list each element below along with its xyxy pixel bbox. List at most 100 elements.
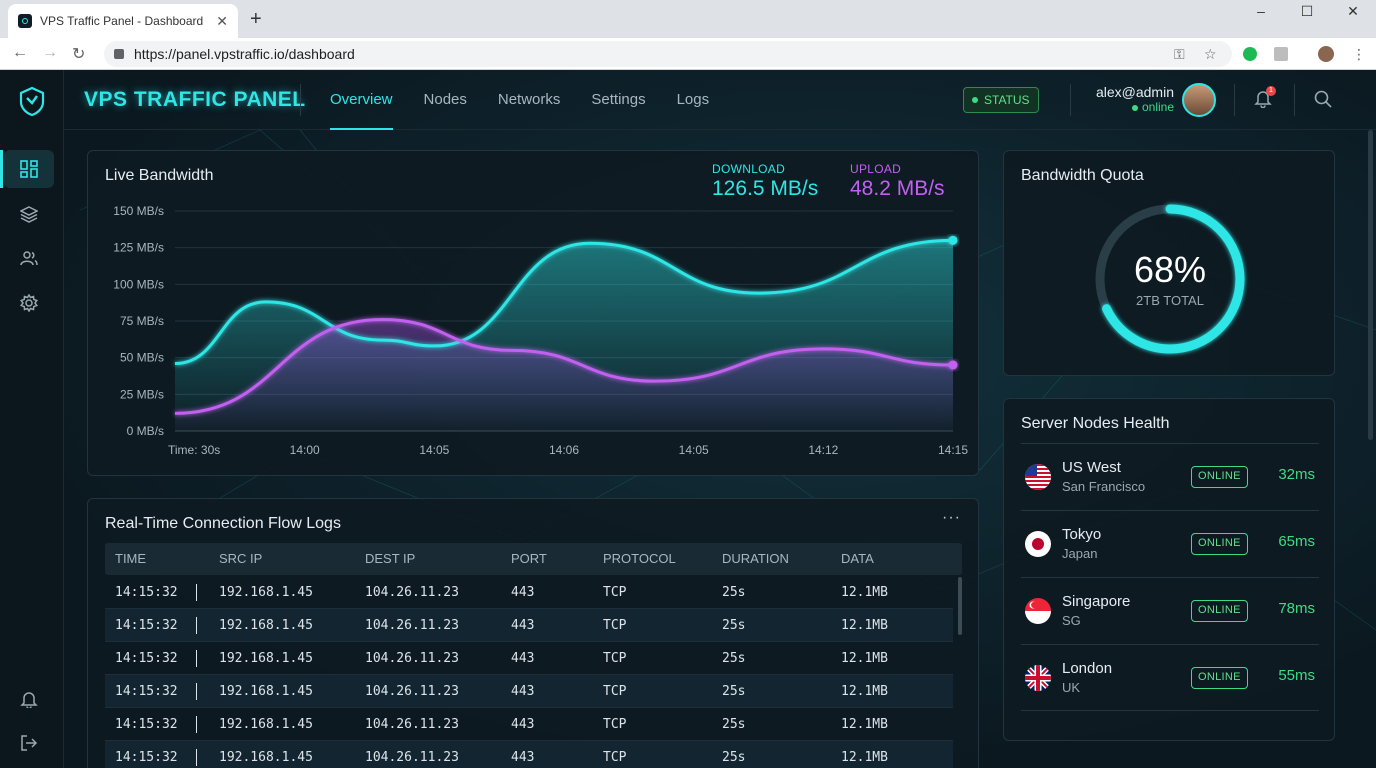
reload-icon[interactable]: ↻ [72, 46, 86, 63]
more-options-icon[interactable]: ··· [942, 509, 961, 526]
browser-tab[interactable]: VPS Traffic Panel - Dashboard ✕ [8, 4, 238, 38]
node-latency: 65ms [1278, 533, 1315, 550]
sidebar-item-logout[interactable] [4, 724, 54, 762]
y-tick-label: 25 MB/s [120, 387, 164, 401]
col-time[interactable]: TIME [115, 551, 147, 566]
upload-series-line [174, 318, 954, 415]
window-close-icon[interactable]: ✕ [1347, 3, 1359, 19]
cell-src-ip: 192.168.1.45 [219, 717, 313, 732]
nav-networks[interactable]: Networks [497, 91, 561, 108]
dashboard-grid-icon [20, 160, 38, 178]
x-tick-label: 14:00 [290, 443, 320, 457]
col-data[interactable]: DATA [841, 551, 874, 566]
browser-menu-icon[interactable]: ⋮ [1352, 46, 1366, 62]
node-item[interactable]: US West San Francisco ONLINE 32ms [1021, 443, 1319, 510]
nav-nodes[interactable]: Nodes [423, 91, 467, 108]
node-item[interactable]: London UK ONLINE 55ms [1021, 644, 1319, 711]
server-nodes-card: Server Nodes Health US West San Francisc… [1003, 398, 1335, 741]
y-tick-label: 100 MB/s [113, 277, 164, 291]
status-button[interactable]: STATUS [963, 87, 1039, 113]
cell-time: 14:15:32 [115, 618, 178, 633]
logs-scrollbar[interactable] [958, 577, 962, 635]
notification-bell-icon[interactable] [1254, 88, 1272, 108]
sidebar-item-settings[interactable] [4, 284, 54, 322]
table-row[interactable]: 14:15:32 192.168.1.45 104.26.11.23 443 TCP 25… [105, 741, 953, 768]
node-item[interactable]: Tokyo Japan ONLINE 65ms [1021, 510, 1319, 577]
cell-duration: 25s [722, 651, 746, 666]
col-src-ip[interactable]: SRC IP [219, 551, 263, 566]
status-badge: ONLINE [1191, 600, 1248, 622]
node-location: San Francisco [1062, 479, 1146, 494]
cell-protocol: TCP [603, 684, 627, 699]
sidebar-item-dashboard[interactable] [0, 150, 54, 188]
key-icon[interactable]: ⚿ [1174, 46, 1185, 62]
row-divider [196, 584, 197, 601]
y-tick-label: 150 MB/s [113, 204, 164, 218]
status-badge: ONLINE [1191, 466, 1248, 488]
logo-shield-icon[interactable] [18, 86, 46, 116]
live-bandwidth-card: Live Bandwidth DOWNLOAD 126.5 MB/s UPLOA… [87, 150, 979, 476]
nav-logs[interactable]: Logs [676, 91, 710, 108]
minimize-icon[interactable]: – [1257, 3, 1265, 19]
bookmark-star-icon[interactable]: ☆ [1204, 46, 1217, 62]
cell-time: 14:15:32 [115, 651, 178, 666]
cell-dest-ip: 104.26.11.23 [365, 651, 459, 666]
table-row[interactable]: 14:15:32 192.168.1.45 104.26.11.23 443 TCP 25… [105, 708, 953, 741]
cell-time: 14:15:32 [115, 717, 178, 732]
cell-port: 443 [511, 618, 535, 633]
sidebar-item-notifications[interactable] [4, 680, 54, 718]
upload-label: UPLOAD [850, 162, 902, 176]
node-latency: 55ms [1278, 667, 1315, 684]
cell-duration: 25s [722, 717, 746, 732]
col-port[interactable]: PORT [511, 551, 547, 566]
cell-src-ip: 192.168.1.45 [219, 684, 313, 699]
users-icon [20, 251, 38, 266]
divider [1070, 84, 1071, 116]
row-divider [196, 650, 197, 667]
url-field[interactable]: https://panel.vpstraffic.io/dashboard [104, 41, 1232, 67]
x-tick-label: 14:06 [549, 443, 579, 457]
sidebar [0, 70, 64, 768]
table-row[interactable]: 14:15:32 192.168.1.45 104.26.11.23 443 TCP 25… [105, 642, 953, 675]
cell-port: 443 [511, 651, 535, 666]
new-tab-icon[interactable]: + [250, 8, 262, 30]
tab-close-icon[interactable]: ✕ [216, 12, 228, 29]
upload-endpoint[interactable] [948, 360, 958, 370]
search-icon[interactable] [1314, 90, 1332, 108]
download-endpoint[interactable] [948, 235, 958, 245]
sidebar-item-users[interactable] [4, 239, 54, 277]
col-protocol[interactable]: PROTOCOL [603, 551, 676, 566]
page-scrollbar[interactable] [1368, 130, 1373, 440]
x-tick-label: Time: 30s [168, 443, 220, 457]
quota-title: Bandwidth Quota [1021, 167, 1144, 184]
online-dot-icon [1131, 105, 1138, 111]
back-icon[interactable]: ← [12, 44, 28, 61]
forward-icon[interactable]: → [42, 44, 58, 61]
table-row[interactable]: 14:15:32 192.168.1.45 104.26.11.23 443 TCP 25… [105, 576, 953, 609]
table-row[interactable]: 14:15:32 192.168.1.45 104.26.11.23 443 TCP 25… [105, 675, 953, 708]
nav-overview[interactable]: Overview [330, 70, 393, 130]
nav-settings[interactable]: Settings [591, 91, 646, 108]
row-divider [196, 617, 197, 634]
top-bar: VPS TRAFFIC PANEL Overview Nodes Network… [64, 70, 1376, 130]
col-duration[interactable]: DURATION [722, 551, 789, 566]
node-item[interactable]: Singapore SG ONLINE 78ms [1021, 577, 1319, 644]
user-info[interactable]: alex@admin online [1094, 84, 1174, 114]
cell-dest-ip: 104.26.11.23 [365, 618, 459, 633]
table-row[interactable]: 14:15:32 192.168.1.45 104.26.11.23 443 TCP 25… [105, 609, 953, 642]
cell-data: 12.1MB [841, 651, 888, 666]
node-name: Singapore [1062, 593, 1131, 610]
profile-avatar-icon[interactable] [1318, 46, 1334, 62]
node-location: SG [1062, 613, 1081, 628]
maximize-icon[interactable]: ☐ [1300, 3, 1314, 19]
download-series-line [174, 238, 954, 366]
avatar[interactable] [1182, 83, 1216, 117]
col-dest-ip[interactable]: DEST IP [365, 551, 416, 566]
sidebar-item-layers[interactable] [4, 195, 54, 233]
row-divider [196, 683, 197, 700]
quota-total: 2TB TOTAL [1136, 293, 1204, 308]
favicon-icon [18, 14, 32, 28]
node-location: UK [1062, 680, 1081, 695]
extension-icon[interactable] [1274, 47, 1288, 61]
spotify-extension-icon[interactable] [1243, 47, 1257, 61]
